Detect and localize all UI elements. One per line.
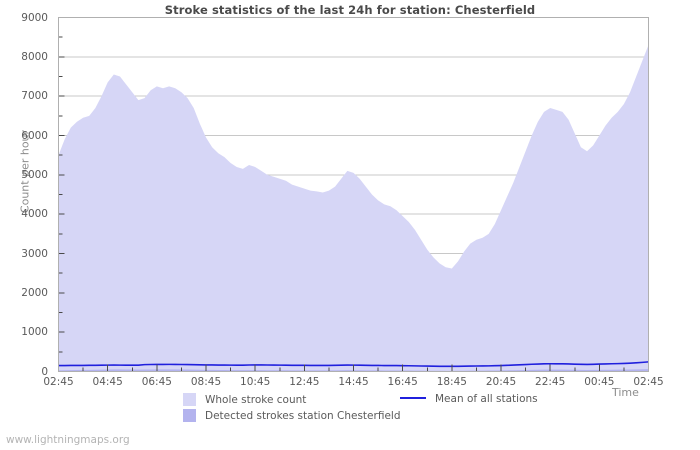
x-axis-tick-label: 10:45: [240, 376, 271, 388]
x-axis-tick-label: 16:45: [387, 376, 418, 388]
x-axis-tick-label: 04:45: [92, 376, 123, 388]
legend-item-label: Mean of all stations: [435, 393, 538, 405]
page-title: Stroke statistics of the last 24h for st…: [164, 3, 536, 17]
legend-item-label: Detected strokes station Chesterfield: [205, 410, 401, 422]
y-axis-tick-label: 1000: [21, 326, 48, 339]
y-axis-tick-label: 0: [41, 365, 48, 378]
y-axis-tick-label: 9000: [21, 11, 48, 24]
y-axis-tick-label: 2000: [21, 286, 48, 299]
legend-color-swatch: [183, 409, 196, 422]
legend-color-swatch: [183, 393, 196, 406]
y-axis-tick-label: 4000: [21, 208, 48, 221]
x-axis-tick-label: 06:45: [141, 376, 172, 388]
y-axis-tick-label: 6000: [21, 129, 48, 142]
y-axis-tick-label: 3000: [21, 247, 48, 260]
x-axis-tick-label: 08:45: [190, 376, 222, 388]
x-axis-tick-label: 12:45: [289, 376, 320, 388]
axis-ticks: [58, 17, 649, 372]
legend-item-label: Whole stroke count: [205, 394, 307, 406]
x-axis-tick-label: 20:45: [485, 376, 517, 388]
x-axis-tick-label: 14:45: [338, 376, 369, 388]
y-axis-tick-label: 7000: [21, 90, 48, 103]
chart-legend: Whole stroke count Detected strokes stati…: [0, 393, 700, 425]
x-axis-label: Time: [612, 386, 639, 399]
x-axis-tick-label: 00:45: [584, 376, 615, 388]
y-axis-tick-label: 8000: [21, 50, 48, 63]
x-axis-tick-label: 02:45: [43, 376, 74, 388]
legend-item[interactable]: Mean of all stations: [400, 393, 538, 406]
x-axis-tick-label: 18:45: [436, 376, 467, 388]
legend-item[interactable]: Whole stroke count: [183, 393, 306, 407]
y-axis-tick-label: 5000: [21, 168, 48, 181]
site-watermark: www.lightningmaps.org: [6, 434, 130, 446]
legend-item[interactable]: Detected strokes station Chesterfield: [183, 409, 401, 423]
series-whole-stroke-count: [58, 45, 649, 372]
x-axis-tick-label: 02:45: [633, 376, 664, 388]
x-axis-tick-label: 22:45: [535, 376, 566, 388]
legend-line-marker: [400, 397, 426, 399]
